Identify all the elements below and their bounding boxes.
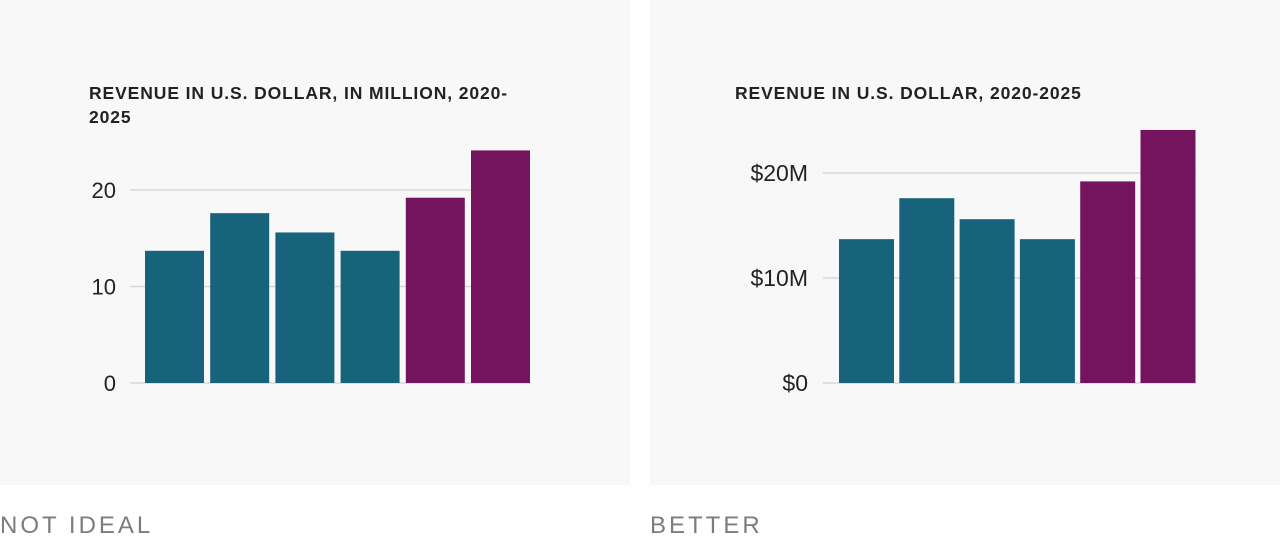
bar-2020 — [145, 250, 204, 383]
bar-2025 — [1140, 129, 1196, 383]
caption-better: BETTER — [650, 512, 763, 539]
y-tick-label: 20 — [92, 178, 116, 203]
y-tick-label: 10 — [92, 275, 116, 300]
y-tick-label: $10M — [750, 265, 808, 291]
bar-2022 — [275, 232, 335, 383]
bar-2022 — [959, 219, 1015, 383]
y-tick-label: 0 — [104, 371, 116, 396]
bar-2023 — [340, 250, 400, 383]
y-tick-label: $20M — [750, 160, 808, 186]
bar-chart-not-ideal: 0 10 20 — [92, 150, 530, 396]
bar-2024 — [405, 197, 465, 383]
chart-panel-better: REVENUE IN U.S. DOLLAR, 2020-2025 $0 $10M… — [650, 0, 1280, 485]
bar-2021 — [899, 198, 955, 383]
bar-2024 — [1080, 181, 1136, 383]
chart-title: REVENUE IN U.S. DOLLAR, IN MILLION, 2020… — [89, 83, 509, 127]
bar-2025 — [471, 150, 530, 383]
bar-2023 — [1019, 239, 1075, 383]
bar-chart-better: $0 $10M $20M — [750, 129, 1196, 396]
bar-2021 — [210, 213, 270, 383]
bar-2020 — [839, 239, 894, 383]
y-tick-label: $0 — [782, 370, 808, 396]
caption-not-ideal: NOT IDEAL — [0, 512, 154, 539]
chart-panel-not-ideal: REVENUE IN U.S. DOLLAR, IN MILLION, 2020… — [0, 0, 630, 485]
chart-title: REVENUE IN U.S. DOLLAR, 2020-2025 — [735, 83, 1082, 103]
